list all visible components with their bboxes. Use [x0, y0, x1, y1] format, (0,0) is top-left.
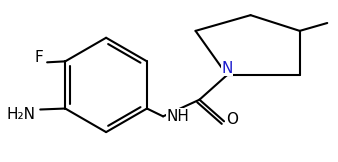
Text: NH: NH: [166, 109, 189, 124]
Text: N: N: [221, 61, 233, 76]
Text: O: O: [226, 112, 238, 127]
Text: H₂N: H₂N: [6, 107, 35, 122]
Text: F: F: [35, 50, 44, 65]
